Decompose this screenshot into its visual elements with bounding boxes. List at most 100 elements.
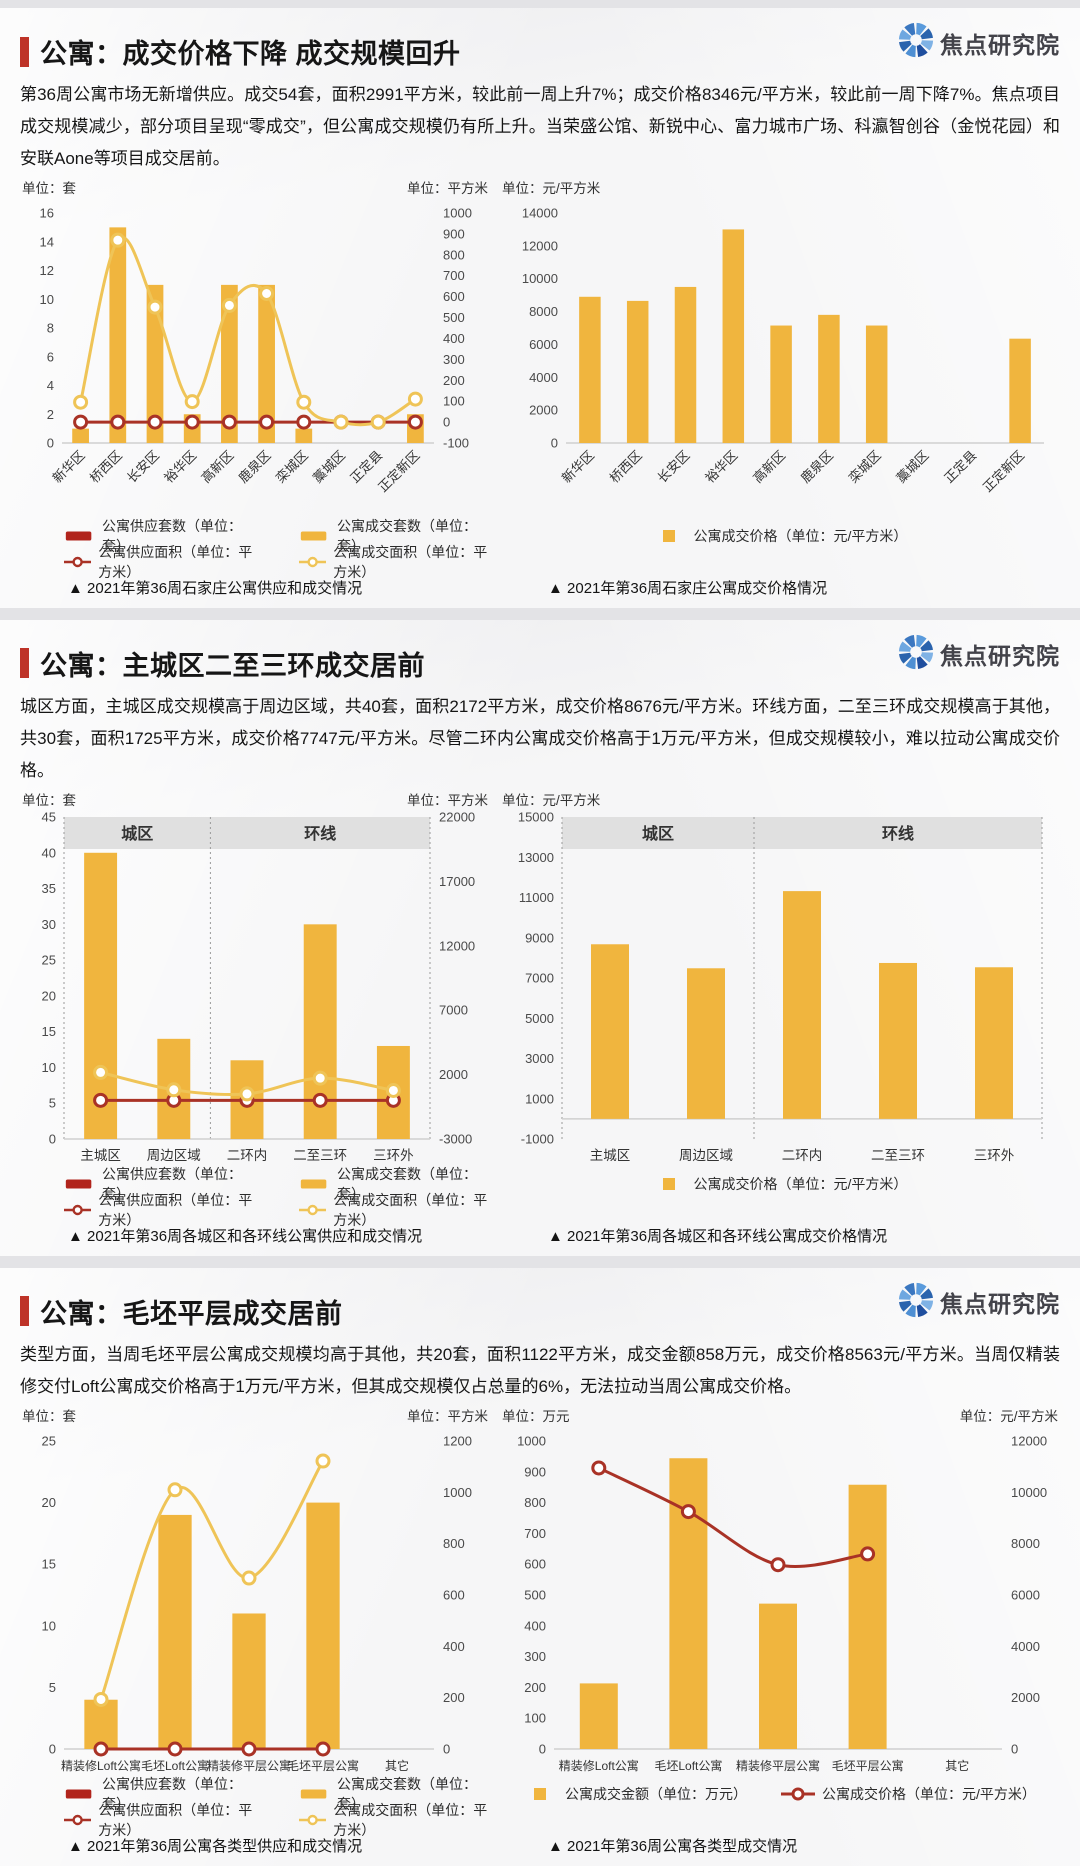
left-axis-unit: 单位：套 <box>22 1408 76 1424</box>
svg-text:800: 800 <box>443 1536 465 1551</box>
legend-swatch-line <box>781 1787 816 1801</box>
svg-text:900: 900 <box>524 1464 546 1479</box>
svg-text:22000: 22000 <box>439 811 475 825</box>
svg-text:城区: 城区 <box>642 825 674 843</box>
legend-swatch-square <box>662 1177 675 1190</box>
svg-text:6000: 6000 <box>529 337 558 352</box>
left-axis-unit: 单位：套 <box>22 180 76 196</box>
legend-item: 公寓供应套数（单位：套） <box>20 518 255 554</box>
svg-text:城区: 城区 <box>121 825 153 843</box>
svg-text:14000: 14000 <box>522 205 558 220</box>
svg-text:正定县: 正定县 <box>941 447 979 485</box>
chart-legend: 公寓供应套数（单位：套） 公寓成交套数（单位：套） 公寓供应面积（单位：平方米） 公寓… <box>20 1166 490 1228</box>
axis-units: 单位：万元 单位：元/平方米 <box>500 1405 1060 1427</box>
panel-summary: 城区方面，主城区成交规模高于周边区域，共40套，面积2172平方米，成交价格86… <box>20 696 1060 780</box>
svg-text:400: 400 <box>443 1638 465 1653</box>
legend-label: 公寓供应面积（单位：平方米） <box>98 1191 253 1228</box>
legend-item: 公寓成交面积（单位：平方米） <box>255 544 490 580</box>
brand-logo: 焦点研究院 <box>898 22 1060 63</box>
panel-summary: 第36周公寓市场无新增供应。成交54套，面积2991平方米，较此前一周上升7%；… <box>20 85 1060 168</box>
svg-text:2000: 2000 <box>529 403 558 418</box>
svg-text:高新区: 高新区 <box>198 447 236 485</box>
axis-units: 单位：套 单位：平方米 <box>20 789 490 811</box>
chart-type-amount-price: 单位：万元 单位：元/平方米 0 100 200 300 400 500 600 700 800… <box>500 1405 1060 1856</box>
svg-text:300: 300 <box>443 352 465 367</box>
left-axis-unit: 单位：万元 <box>502 1408 570 1424</box>
svg-text:400: 400 <box>524 1618 546 1633</box>
report-panel-market-overview: 公寓：成交价格下降 成交规模回升 焦点研究院 第36周公寓市场无新增供应。成交5… <box>0 8 1080 608</box>
svg-text:长安区: 长安区 <box>654 447 692 485</box>
legend-swatch-bar <box>300 531 327 541</box>
svg-text:17000: 17000 <box>439 874 475 889</box>
svg-text:精装修Loft公寓: 精装修Loft公寓 <box>559 1758 639 1773</box>
legend-label: 公寓成交价格（单位：元/平方米） <box>822 1785 1036 1802</box>
svg-text:毛坯Loft公寓: 毛坯Loft公寓 <box>141 1758 209 1773</box>
svg-text:700: 700 <box>524 1526 546 1541</box>
legend-item: 公寓成交面积（单位：平方米） <box>255 1192 490 1228</box>
legend-item: 公寓成交价格（单位：元/平方米） <box>781 1781 1036 1807</box>
svg-text:15000: 15000 <box>518 811 554 825</box>
right-axis-unit: 单位：平方米 <box>407 1408 488 1424</box>
panel-header: 公寓：成交价格下降 成交规模回升 焦点研究院 <box>20 22 1060 71</box>
svg-text:25: 25 <box>42 1433 56 1448</box>
svg-text:周边区域: 周边区域 <box>679 1148 733 1163</box>
svg-text:环线: 环线 <box>882 824 914 843</box>
chart-caption: ▲ 2021年第36周各城区和各环线公寓成交价格情况 <box>548 1227 888 1245</box>
svg-text:25: 25 <box>42 952 56 967</box>
svg-text:0: 0 <box>49 1131 56 1146</box>
svg-text:800: 800 <box>443 247 465 262</box>
svg-text:35: 35 <box>42 881 56 896</box>
svg-text:6: 6 <box>47 349 54 364</box>
brand-logo: 焦点研究院 <box>898 1282 1060 1323</box>
svg-text:0: 0 <box>47 435 54 450</box>
svg-text:长安区: 长安区 <box>124 447 162 485</box>
svg-text:-100: -100 <box>443 435 469 450</box>
chart-canvas: 0 2 4 6 8 10 12 14 16 -100 0 100 200 300 400 500 600 700 8… <box>40 205 472 494</box>
legend-label: 公寓供应套数（单位：套） <box>101 1775 242 1812</box>
svg-text:主城区: 主城区 <box>590 1148 631 1163</box>
svg-text:1000: 1000 <box>443 1484 472 1499</box>
svg-text:毛坯Loft公寓: 毛坯Loft公寓 <box>654 1758 722 1773</box>
panel-title: 公寓：成交价格下降 成交规模回升 <box>40 39 461 69</box>
svg-text:环线: 环线 <box>304 824 336 843</box>
svg-text:1000: 1000 <box>443 205 472 220</box>
chart-canvas: 0 5 10 15 20 25 0 200 400 600 800 1000 1200 精装修Loft公寓… <box>42 1433 472 1773</box>
svg-text:40: 40 <box>42 845 56 860</box>
svg-text:20: 20 <box>42 1495 56 1510</box>
chart-type-supply-deal: 单位：套 单位：平方米 0 5 10 15 20 25 0 200 400 600 800 1000 1… <box>20 1405 490 1856</box>
legend-label: 公寓成交套数（单位：套） <box>336 517 477 554</box>
brand-logo-icon <box>898 634 934 675</box>
legend-swatch-line <box>64 556 92 568</box>
brand-logo-text: 焦点研究院 <box>940 31 1060 58</box>
axis-units: 单位：套 单位：平方米 <box>20 177 490 199</box>
svg-text:800: 800 <box>524 1495 546 1510</box>
svg-text:毛坯平层公寓: 毛坯平层公寓 <box>832 1758 904 1773</box>
svg-text:2000: 2000 <box>1011 1690 1040 1705</box>
svg-text:700: 700 <box>443 268 465 283</box>
svg-text:200: 200 <box>443 1690 465 1705</box>
axis-units: 单位：套 单位：平方米 <box>20 1405 490 1427</box>
svg-text:裕华区: 裕华区 <box>161 447 199 485</box>
svg-text:20: 20 <box>42 988 56 1003</box>
brand-logo-icon <box>898 1282 934 1323</box>
svg-text:0: 0 <box>49 1741 56 1756</box>
svg-text:1000: 1000 <box>517 1433 546 1448</box>
legend-label: 公寓成交价格（单位：元/平方米） <box>693 1175 908 1192</box>
right-axis-unit: 单位：平方米 <box>407 792 488 808</box>
svg-text:0: 0 <box>443 414 450 429</box>
legend-item: 公寓供应套数（单位：套） <box>20 1166 255 1202</box>
brand-logo-icon <box>898 22 934 63</box>
legend-item: 公寓供应套数（单位：套） <box>20 1776 255 1812</box>
svg-text:12000: 12000 <box>1011 1433 1047 1448</box>
legend-item: 公寓成交价格（单位：元/平方米） <box>653 523 907 549</box>
legend-swatch-line <box>299 556 327 568</box>
legend-label: 公寓供应套数（单位：套） <box>101 1165 242 1202</box>
chart-canvas: 0100200300400500600700800900100002000400… <box>517 1433 1047 1773</box>
svg-text:4000: 4000 <box>529 370 558 385</box>
svg-text:高新区: 高新区 <box>750 447 788 485</box>
chart-caption: ▲ 2021年第36周石家庄公寓供应和成交情况 <box>68 579 363 597</box>
left-axis-unit: 单位：元/平方米 <box>502 180 601 196</box>
svg-text:-1000: -1000 <box>521 1131 554 1146</box>
chart-caption: ▲ 2021年第36周公寓各类型成交情况 <box>548 1837 798 1855</box>
